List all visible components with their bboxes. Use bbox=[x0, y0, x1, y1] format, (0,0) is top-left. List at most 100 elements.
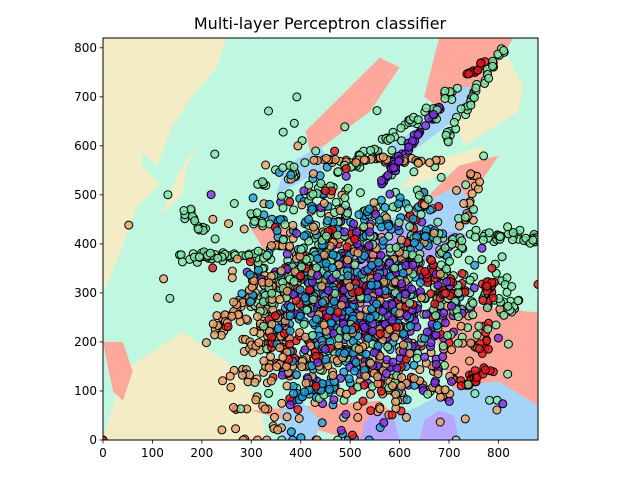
data-point-class-3 bbox=[230, 298, 238, 306]
data-point-class-2 bbox=[293, 93, 301, 101]
data-point-class-1 bbox=[254, 266, 262, 274]
data-point-class-2 bbox=[290, 278, 298, 286]
data-point-class-4 bbox=[367, 407, 375, 415]
data-point-class-2 bbox=[529, 236, 537, 244]
data-point-class-3 bbox=[344, 256, 352, 264]
data-point-class-0 bbox=[414, 131, 422, 139]
data-point-class-3 bbox=[397, 382, 405, 390]
data-point-class-2 bbox=[265, 389, 273, 397]
data-point-class-1 bbox=[407, 322, 415, 330]
data-point-class-0 bbox=[342, 410, 350, 418]
data-point-class-4 bbox=[268, 333, 276, 341]
data-point-class-2 bbox=[458, 237, 466, 245]
data-point-class-2 bbox=[483, 304, 491, 312]
data-point-class-2 bbox=[415, 191, 423, 199]
data-point-class-1 bbox=[344, 272, 352, 280]
data-point-class-1 bbox=[313, 315, 321, 323]
data-point-class-2 bbox=[290, 206, 298, 214]
y-tick-label: 0 bbox=[89, 433, 97, 447]
data-point-class-2 bbox=[466, 276, 474, 284]
data-point-class-2 bbox=[469, 311, 477, 319]
data-point-class-0 bbox=[388, 301, 396, 309]
data-point-class-3 bbox=[125, 221, 133, 229]
data-point-class-2 bbox=[360, 223, 368, 231]
data-point-class-4 bbox=[360, 381, 368, 389]
data-point-class-4 bbox=[297, 272, 305, 280]
data-point-class-0 bbox=[429, 110, 437, 118]
data-point-class-4 bbox=[322, 187, 330, 195]
data-point-class-0 bbox=[432, 360, 440, 368]
data-point-class-4 bbox=[343, 243, 351, 251]
data-point-class-1 bbox=[319, 299, 327, 307]
data-point-class-1 bbox=[305, 216, 313, 224]
data-point-class-1 bbox=[377, 196, 385, 204]
data-point-class-3 bbox=[436, 270, 444, 278]
data-point-class-0 bbox=[441, 319, 449, 327]
data-point-class-3 bbox=[402, 413, 410, 421]
data-point-class-2 bbox=[386, 135, 394, 143]
data-point-class-2 bbox=[448, 240, 456, 248]
data-point-class-2 bbox=[367, 146, 375, 154]
y-tick-label: 100 bbox=[74, 384, 97, 398]
data-point-class-0 bbox=[372, 210, 380, 218]
data-point-class-2 bbox=[211, 235, 219, 243]
data-point-class-3 bbox=[336, 207, 344, 215]
data-point-class-2 bbox=[279, 236, 287, 244]
data-point-class-2 bbox=[180, 207, 188, 215]
data-point-class-4 bbox=[305, 286, 313, 294]
data-point-class-2 bbox=[384, 343, 392, 351]
data-point-class-2 bbox=[455, 289, 463, 297]
data-point-class-0 bbox=[324, 287, 332, 295]
data-point-class-3 bbox=[278, 399, 286, 407]
data-point-class-0 bbox=[443, 278, 451, 286]
data-point-class-1 bbox=[340, 349, 348, 357]
data-point-class-3 bbox=[391, 333, 399, 341]
data-point-class-2 bbox=[278, 192, 286, 200]
data-point-class-0 bbox=[342, 172, 350, 180]
data-point-class-4 bbox=[359, 397, 367, 405]
data-point-class-2 bbox=[177, 251, 185, 259]
data-point-class-2 bbox=[388, 146, 396, 154]
data-point-class-1 bbox=[326, 307, 334, 315]
data-point-class-3 bbox=[309, 223, 317, 231]
data-point-class-2 bbox=[303, 306, 311, 314]
data-point-class-3 bbox=[267, 377, 275, 385]
data-point-class-3 bbox=[233, 255, 241, 263]
data-point-class-2 bbox=[334, 231, 342, 239]
data-point-class-2 bbox=[514, 297, 522, 305]
data-point-class-3 bbox=[354, 413, 362, 421]
data-point-class-0 bbox=[337, 426, 345, 434]
data-point-class-2 bbox=[462, 181, 470, 189]
data-point-class-0 bbox=[423, 328, 431, 336]
data-point-class-2 bbox=[392, 244, 400, 252]
data-point-class-2 bbox=[454, 313, 462, 321]
data-point-class-3 bbox=[211, 331, 219, 339]
data-point-class-2 bbox=[480, 152, 488, 160]
data-point-class-2 bbox=[410, 168, 418, 176]
data-point-class-4 bbox=[209, 264, 217, 272]
data-point-class-2 bbox=[230, 200, 238, 208]
data-point-class-3 bbox=[467, 170, 475, 178]
data-point-class-3 bbox=[267, 242, 275, 250]
data-point-class-1 bbox=[308, 205, 316, 213]
data-point-class-4 bbox=[483, 282, 491, 290]
data-point-class-0 bbox=[395, 157, 403, 165]
data-point-class-1 bbox=[324, 217, 332, 225]
data-point-class-3 bbox=[322, 154, 330, 162]
data-point-class-2 bbox=[309, 190, 317, 198]
data-point-class-4 bbox=[488, 264, 496, 272]
data-point-class-3 bbox=[352, 159, 360, 167]
data-point-class-1 bbox=[395, 200, 403, 208]
data-point-class-3 bbox=[295, 415, 303, 423]
data-point-class-4 bbox=[465, 70, 473, 78]
data-point-class-2 bbox=[395, 219, 403, 227]
data-point-class-0 bbox=[350, 220, 358, 228]
data-point-class-2 bbox=[444, 332, 452, 340]
data-point-class-3 bbox=[453, 186, 461, 194]
data-point-class-2 bbox=[397, 124, 405, 132]
data-point-class-2 bbox=[450, 118, 458, 126]
data-point-class-3 bbox=[354, 249, 362, 257]
data-point-class-2 bbox=[290, 163, 298, 171]
data-point-class-3 bbox=[251, 378, 259, 386]
data-point-class-3 bbox=[219, 377, 227, 385]
